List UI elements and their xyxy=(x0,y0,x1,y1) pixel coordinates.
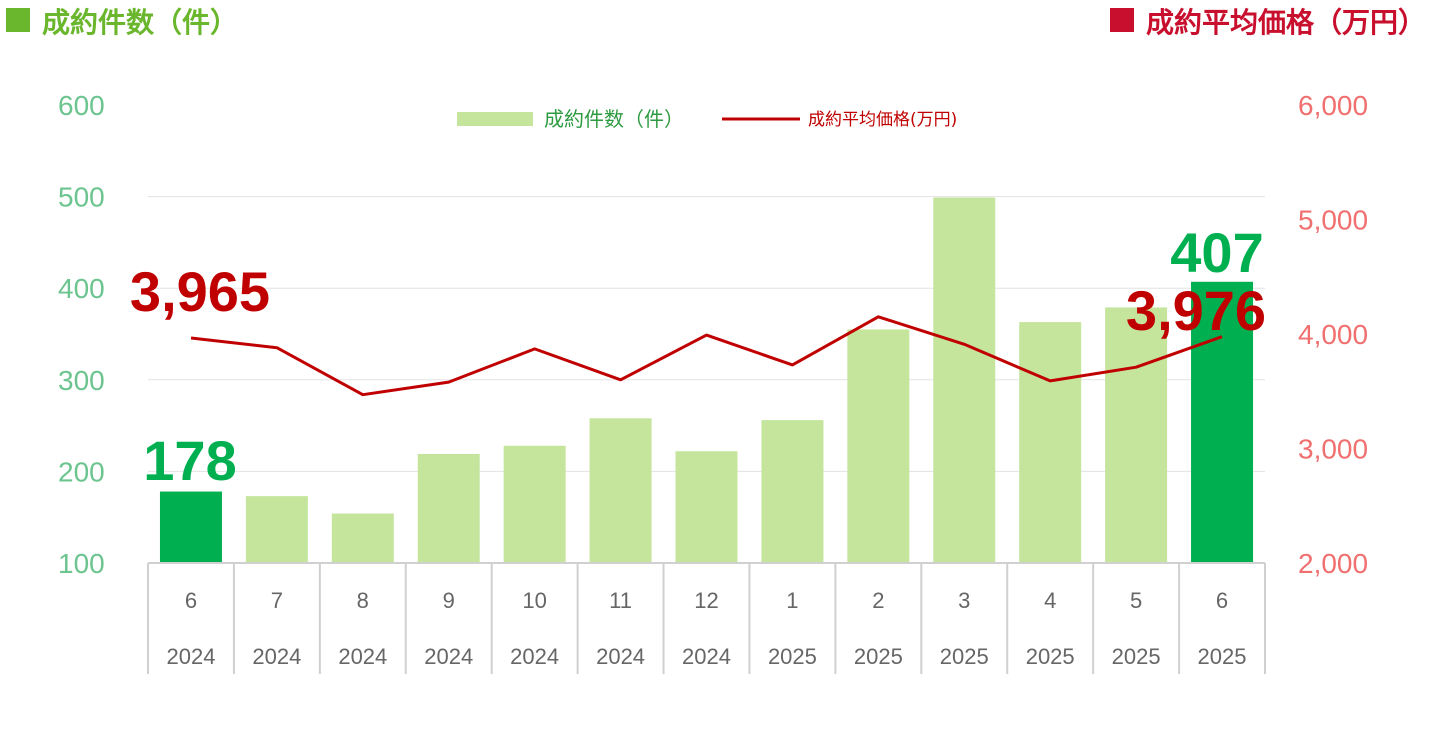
year-label: 2025 xyxy=(1112,644,1161,669)
month-label: 8 xyxy=(357,588,369,613)
left-tick-label: 400 xyxy=(58,273,105,304)
count-bar xyxy=(675,451,738,563)
month-label: 9 xyxy=(443,588,455,613)
year-label: 2025 xyxy=(854,644,903,669)
right-tick-label: 6,000 xyxy=(1298,90,1368,121)
month-label: 12 xyxy=(694,588,718,613)
legend-bar-label: 成約件数（件） xyxy=(544,107,684,131)
category-axis-table: 6202472024820249202410202411202412202412… xyxy=(147,562,1266,674)
callout-last-price: 3,976 xyxy=(1126,279,1266,342)
year-label: 2024 xyxy=(338,644,387,669)
count-header-swatch xyxy=(6,8,30,32)
count-bar xyxy=(159,491,222,563)
year-label: 2024 xyxy=(510,644,559,669)
callout-last-count: 407 xyxy=(1170,221,1263,284)
month-label: 5 xyxy=(1130,588,1142,613)
right-axis-ticks: 2,000 3,000 4,000 5,000 6,000 xyxy=(1298,90,1368,579)
count-bar xyxy=(417,453,480,563)
count-bar xyxy=(245,496,308,563)
month-label: 6 xyxy=(1216,588,1228,613)
count-bar xyxy=(1105,307,1168,563)
year-label: 2025 xyxy=(1026,644,1075,669)
year-label: 2025 xyxy=(940,644,989,669)
count-bars xyxy=(159,197,1254,564)
count-bar xyxy=(761,420,824,563)
legend-line-label: 成約平均価格(万円) xyxy=(808,110,957,130)
callout-first-count: 178 xyxy=(143,429,236,492)
legend: 成約件数（件） 成約平均価格(万円) xyxy=(457,107,957,131)
left-tick-label: 600 xyxy=(58,90,105,121)
year-label: 2024 xyxy=(424,644,473,669)
left-tick-label: 200 xyxy=(58,456,105,487)
count-bar xyxy=(503,445,566,563)
year-label: 2024 xyxy=(682,644,731,669)
count-bar xyxy=(933,197,996,564)
month-label: 11 xyxy=(609,588,632,613)
month-label: 3 xyxy=(958,588,970,613)
year-label: 2024 xyxy=(252,644,301,669)
year-label: 2025 xyxy=(1198,644,1247,669)
year-label: 2025 xyxy=(768,644,817,669)
price-line xyxy=(190,315,1223,397)
left-axis-ticks: 100 200 300 400 500 600 xyxy=(58,90,105,579)
count-bar xyxy=(589,418,652,563)
left-tick-label: 300 xyxy=(58,365,105,396)
month-label: 10 xyxy=(522,588,546,613)
month-label: 7 xyxy=(271,588,283,613)
price-line-series xyxy=(190,315,1223,397)
count-bar xyxy=(1019,322,1082,563)
month-label: 6 xyxy=(185,588,197,613)
price-header-swatch xyxy=(1110,8,1134,32)
month-label: 1 xyxy=(786,588,798,613)
count-bar xyxy=(847,329,910,563)
callout-first-price: 3,965 xyxy=(130,260,270,323)
month-label: 4 xyxy=(1044,588,1056,613)
year-label: 2024 xyxy=(166,644,215,669)
count-bar xyxy=(331,513,394,563)
year-label: 2024 xyxy=(596,644,645,669)
count-axis-header: 成約件数（件） xyxy=(42,6,238,39)
right-tick-label: 3,000 xyxy=(1298,434,1368,465)
left-tick-label: 100 xyxy=(58,548,105,579)
price-axis-header: 成約平均価格（万円） xyxy=(1146,6,1426,39)
legend-bar-swatch xyxy=(457,112,533,126)
count-bar xyxy=(1191,281,1254,563)
right-tick-label: 4,000 xyxy=(1298,319,1368,350)
month-label: 2 xyxy=(872,588,884,613)
right-tick-label: 5,000 xyxy=(1298,205,1368,236)
left-tick-label: 500 xyxy=(58,182,105,213)
right-tick-label: 2,000 xyxy=(1298,548,1368,579)
